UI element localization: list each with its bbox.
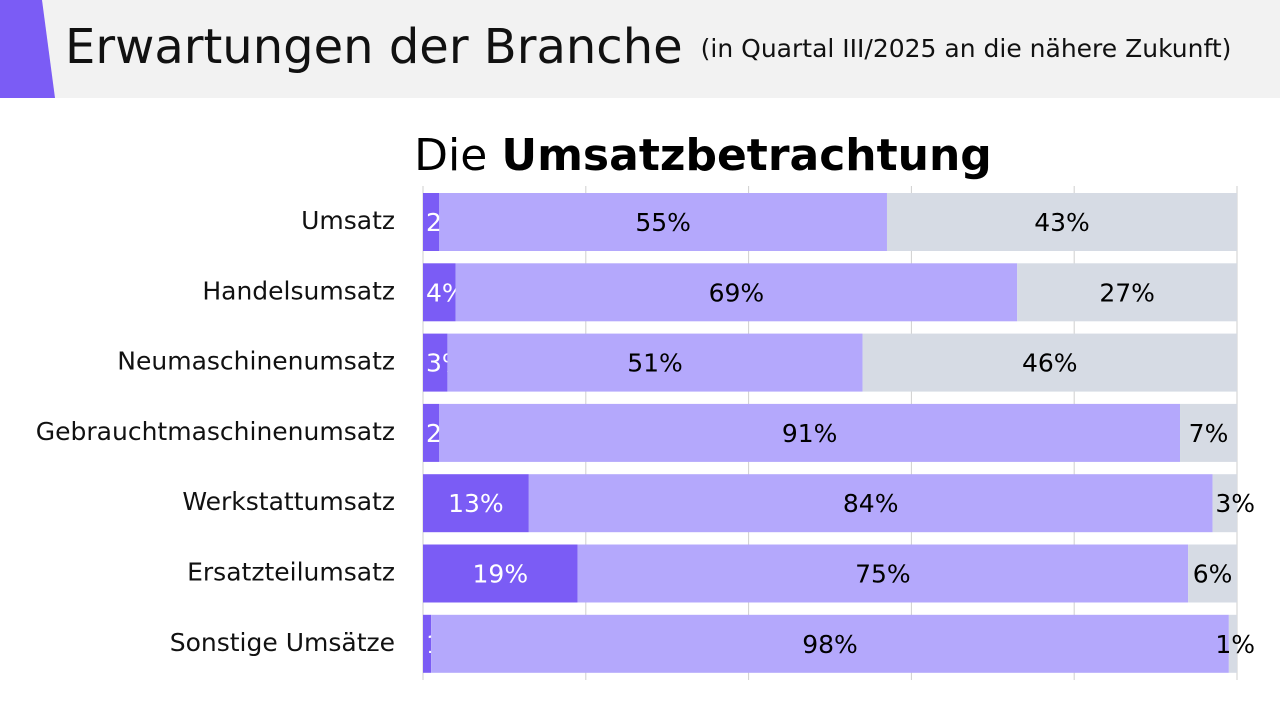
bar-segment [1188,544,1237,603]
header-subtitle: (in Quartal III/2025 an die nähere Zukun… [701,34,1232,63]
bar-segment [423,193,440,251]
bar-segment [423,474,529,533]
category-label: Sonstige Umsätze [170,628,395,657]
bar-segment [886,193,1237,251]
bar-segment [862,333,1237,392]
bar-segment [577,544,1189,603]
value-label: 43% [1034,208,1090,237]
category-label: Neumaschinenumsatz [117,347,395,376]
value-label: 84% [843,489,899,518]
value-label: 98% [802,630,858,659]
bar-segment [439,403,1181,462]
bar-segment [423,263,456,322]
bar-segment [423,403,440,462]
category-label: Werkstattumsatz [182,487,395,516]
bar-segment [447,333,863,392]
header-title-text: Erwartungen der Branche [65,19,683,75]
value-label: 91% [782,419,838,448]
bar-segment [439,193,887,251]
bar-segment [1017,263,1237,322]
header-accent [0,0,55,98]
bar-segment [1180,403,1237,462]
value-label: 7% [1189,419,1229,448]
bar-segment [455,263,1018,322]
category-label: Umsatz [301,206,395,235]
value-label: 55% [635,208,691,237]
value-label: 3% [1215,489,1255,518]
bar-segment [423,544,578,603]
category-label: Ersatzteilumsatz [187,558,395,587]
value-label: 51% [627,349,683,378]
bar-segment [1228,614,1237,673]
chart-title-prefix: Die [414,130,487,181]
bar-segment [431,614,1229,673]
bar-segment [423,333,448,392]
plot: Umsatz2%55%43%Handelsumsatz4%69%27%Neuma… [36,186,1255,680]
value-label: 69% [709,278,765,307]
value-label: 46% [1022,349,1078,378]
bar-segment [1212,474,1237,533]
category-label: Handelsumsatz [202,276,395,305]
value-label: 6% [1193,560,1233,589]
value-label: 75% [855,560,911,589]
value-label: 27% [1099,278,1155,307]
value-label: 13% [448,489,504,518]
chart-title-emphasis: Umsatzbetrachtung [501,130,991,181]
category-label: Gebrauchtmaschinenumsatz [36,417,395,446]
header-band [0,0,1280,98]
value-label: 1% [1215,630,1255,659]
value-label: 19% [473,560,529,589]
chart-title: Die Umsatzbetrachtung [414,130,992,181]
bar-segment [423,614,432,673]
header-title: Erwartungen der Branche (in Quartal III/2… [65,19,1231,75]
bar-segment [528,474,1213,533]
